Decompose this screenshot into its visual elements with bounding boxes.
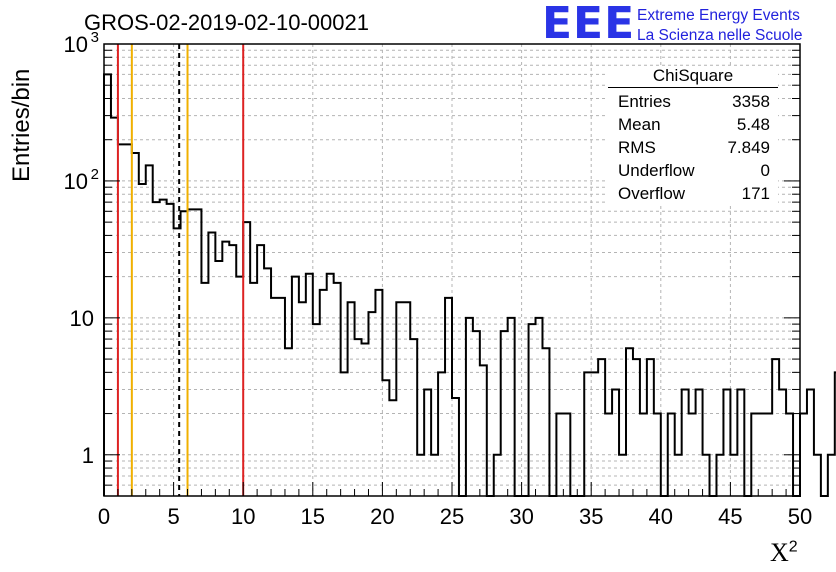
stats-value: 0 <box>760 161 770 180</box>
x-tick-label: 10 <box>231 504 255 529</box>
x-tick-label: 45 <box>718 504 742 529</box>
chart-title: GROS-02-2019-02-10-00021 <box>84 10 369 35</box>
logo-line-1: Extreme Energy Events <box>637 7 800 24</box>
histogram-outline <box>103 73 836 497</box>
stats-title: ChiSquare <box>608 66 778 88</box>
y-tick-exponent: 2 <box>91 166 99 183</box>
stats-row-entries: Entries 3358 <box>608 90 778 113</box>
cut-lines <box>116 44 245 496</box>
stats-value: 5.48 <box>736 115 770 134</box>
stats-row-mean: Mean 5.48 <box>608 113 778 136</box>
x-tick-label: 35 <box>579 504 603 529</box>
axis-ticks <box>103 49 801 497</box>
histogram-series <box>103 73 836 497</box>
y-tick-label: 1 <box>82 443 94 468</box>
y-tick-exponent: 3 <box>91 29 99 46</box>
eee-logo: EEE Extreme Energy Events La Scienza nel… <box>542 0 832 49</box>
x-axis-label: X2 <box>770 538 798 568</box>
logo-mark: EEE <box>542 0 636 49</box>
stats-value: 3358 <box>732 92 770 111</box>
stats-label: Mean <box>618 115 661 134</box>
x-tick-label: 20 <box>370 504 394 529</box>
stats-label: Underflow <box>618 161 695 180</box>
x-tick-label: 15 <box>301 504 325 529</box>
x-tick-label: 0 <box>98 504 110 529</box>
x-axis-symbol: X <box>770 538 789 567</box>
stats-row-underflow: Underflow 0 <box>608 159 778 182</box>
x-axis-exponent: 2 <box>788 538 798 556</box>
stats-label: Overflow <box>618 184 686 203</box>
stats-value: 171 <box>741 184 770 203</box>
stats-row-rms: RMS 7.849 <box>608 136 778 159</box>
x-tick-label: 40 <box>649 504 673 529</box>
x-tick-label: 50 <box>788 504 812 529</box>
logo-line-2: La Scienza nelle Scuole <box>637 27 803 44</box>
stats-label: Entries <box>618 92 671 111</box>
y-tick-label: 10 <box>64 169 88 194</box>
stats-label: RMS <box>618 138 656 157</box>
x-tick-label: 5 <box>167 504 179 529</box>
y-tick-label: 10 <box>64 32 88 57</box>
stats-box: ChiSquare Entries 3358 Mean 5.48 RMS 7.849 … <box>608 66 778 205</box>
x-tick-label: 25 <box>440 504 464 529</box>
x-tick-label: 30 <box>509 504 533 529</box>
stats-value: 7.849 <box>727 138 770 157</box>
y-tick-label: 10 <box>70 306 94 331</box>
y-axis-label: Entries/bin <box>8 68 35 182</box>
stats-row-overflow: Overflow 171 <box>608 182 778 205</box>
